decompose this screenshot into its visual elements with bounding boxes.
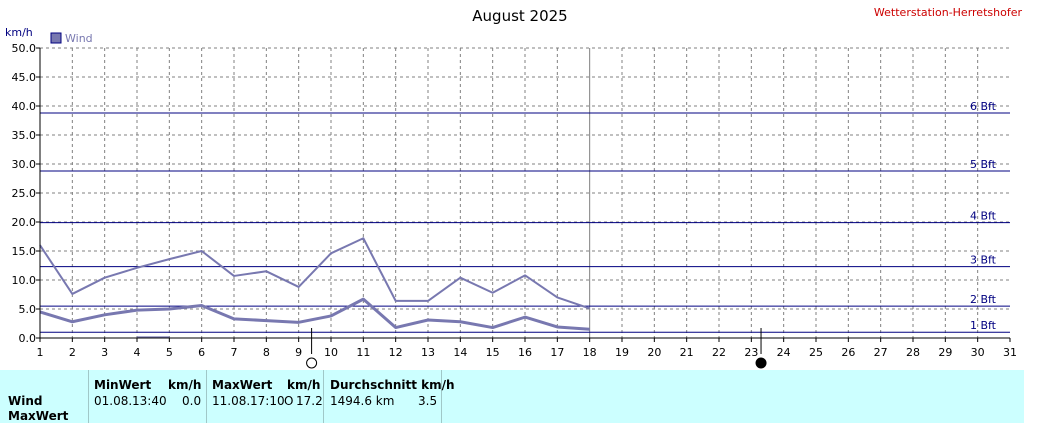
y-tick-label: 50.0 <box>12 42 37 55</box>
x-tick-label: 25 <box>809 346 823 359</box>
table-separator <box>441 370 442 423</box>
full-moon-icon <box>306 357 318 369</box>
x-tick-label: 27 <box>874 346 888 359</box>
series-line-max <box>39 237 590 310</box>
x-tick-label: 19 <box>615 346 629 359</box>
moon-markers <box>306 328 767 369</box>
x-tick-label: 31 <box>1003 346 1017 359</box>
y-tick-label: 25.0 <box>12 187 37 200</box>
x-tick-label: 24 <box>777 346 791 359</box>
y-tick-label: 0.0 <box>19 332 37 345</box>
max-header: MaxWert <box>212 378 273 392</box>
x-tick-label: 18 <box>583 346 597 359</box>
y-tick-label: 15.0 <box>12 245 37 258</box>
table-separator <box>88 370 89 423</box>
table-separator <box>206 370 207 423</box>
x-tick-label: 28 <box>906 346 920 359</box>
x-tick-label: 6 <box>198 346 205 359</box>
chart-title: August 2025 <box>472 7 567 25</box>
y-tick-label: 5.0 <box>19 303 37 316</box>
x-tick-label: 15 <box>486 346 500 359</box>
statistics-table: Wind MaxWert MinWert km/h 01.08. 13:40 0… <box>0 370 1024 423</box>
max-value: 17.2 <box>296 394 323 408</box>
station-name: Wetterstation-Herretshofer <box>874 6 1023 19</box>
x-tick-label: 22 <box>712 346 726 359</box>
y-tick-label: 30.0 <box>12 158 37 171</box>
y-tick-label: 10.0 <box>12 274 37 287</box>
x-tick-label: 3 <box>101 346 108 359</box>
grid <box>40 47 1010 338</box>
min-unit: km/h <box>168 378 202 392</box>
x-tick-label: 29 <box>938 346 952 359</box>
x-tick-label: 8 <box>263 346 270 359</box>
x-tick-label: 7 <box>231 346 238 359</box>
y-axis-unit: km/h <box>5 26 33 39</box>
x-tick-label: 17 <box>550 346 564 359</box>
beaufort-label: 4 Bft <box>970 210 997 223</box>
y-tick-labels: 0.0 5.0 10.0 15.0 20.0 25.0 30.0 35.0 40.0 45.0 50… <box>12 42 37 345</box>
x-tick-labels: 1 2 3 4 5 6 7 8 9 10 11 12 13 14 15 16 17 18 19 20 21 22 23 24 2… <box>37 346 1018 359</box>
beaufort-label: 3 Bft <box>970 254 997 267</box>
beaufort-label: 5 Bft <box>970 158 997 171</box>
beaufort-label: 1 Bft <box>970 319 997 332</box>
x-tick-label: 30 <box>971 346 985 359</box>
max-direction: O <box>284 394 294 408</box>
beaufort-label: 2 Bft <box>970 293 997 306</box>
x-tick-label: 14 <box>453 346 467 359</box>
x-tick-label: 12 <box>389 346 403 359</box>
legend-swatch <box>50 32 62 44</box>
row-label-wind: Wind <box>8 394 43 408</box>
x-tick-label: 2 <box>69 346 76 359</box>
x-tick-label: 20 <box>647 346 661 359</box>
wind-chart: August 2025 Wetterstation-Herretshofer k… <box>5 6 1023 369</box>
max-unit: km/h <box>287 378 321 392</box>
max-date: 11.08. <box>212 394 251 408</box>
beaufort-lines: 1 Bft 2 Bft 3 Bft 4 Bft 5 Bft 6 Bft <box>40 100 1010 333</box>
new-moon-icon <box>755 357 767 369</box>
x-tick-label: 13 <box>421 346 435 359</box>
y-tick-label: 20.0 <box>12 216 37 229</box>
x-tick-label: 23 <box>744 346 758 359</box>
x-tick-label: 16 <box>518 346 532 359</box>
y-tick-label: 40.0 <box>12 100 37 113</box>
y-tick-label: 35.0 <box>12 129 37 142</box>
y-tick-label: 45.0 <box>12 71 37 84</box>
beaufort-label: 6 Bft <box>970 100 997 113</box>
average-distance: 1494.6 km <box>330 394 395 408</box>
axes <box>36 47 1011 342</box>
average-value: 3.5 <box>418 394 438 408</box>
x-tick-label: 1 <box>37 346 44 359</box>
min-header: MinWert <box>94 378 152 392</box>
max-time: 17:10 <box>250 394 285 408</box>
min-value: 0.0 <box>182 394 202 408</box>
row-label-maxwert: MaxWert <box>8 409 69 423</box>
average-header: Durchschnitt km/h <box>330 378 455 392</box>
series-lines <box>39 237 590 339</box>
x-tick-label: 4 <box>134 346 141 359</box>
x-tick-label: 26 <box>841 346 855 359</box>
x-tick-label: 21 <box>680 346 694 359</box>
x-tick-label: 11 <box>356 346 370 359</box>
min-date: 01.08. <box>94 394 133 408</box>
x-tick-label: 10 <box>324 346 338 359</box>
legend-label: Wind <box>65 32 93 45</box>
x-tick-label: 9 <box>295 346 302 359</box>
legend: Wind <box>50 32 93 45</box>
x-tick-label: 5 <box>166 346 173 359</box>
table-separator <box>323 370 324 423</box>
series-line-avg <box>39 297 590 331</box>
min-time: 13:40 <box>132 394 167 408</box>
